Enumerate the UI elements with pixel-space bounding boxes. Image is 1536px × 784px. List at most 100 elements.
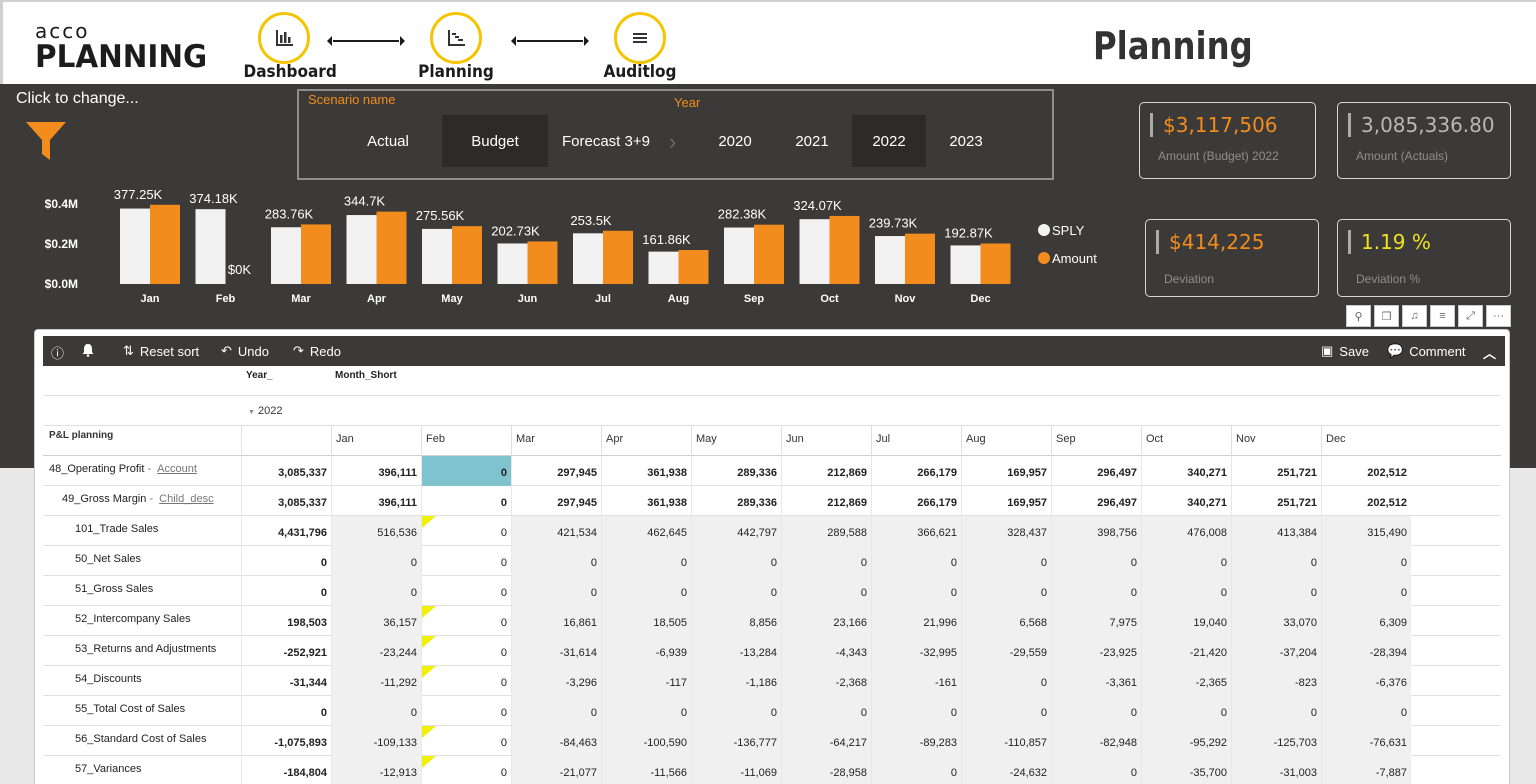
month-cell-oct[interactable]: -35,700 [1141, 756, 1231, 784]
month-header-oct[interactable]: Oct [1141, 426, 1231, 456]
month-header-jun[interactable]: Jun [781, 426, 871, 456]
month-cell-nov[interactable]: -125,703 [1231, 726, 1321, 756]
save-button[interactable]: ▣ Save [1321, 343, 1369, 359]
month-cell-apr[interactable]: -100,590 [601, 726, 691, 756]
month-cell-jun[interactable]: 0 [781, 546, 871, 576]
month-cell-aug[interactable]: 169,957 [961, 456, 1051, 486]
month-cell-jan[interactable]: -11,292 [331, 666, 421, 696]
undo-button[interactable]: ↶ Undo [221, 343, 269, 359]
month-header-jan[interactable]: Jan [331, 426, 421, 456]
month-cell-dec[interactable]: 315,490 [1321, 516, 1411, 546]
month-cell-dec[interactable]: -6,376 [1321, 666, 1411, 696]
expand-icon[interactable]: ⤢ [1458, 305, 1483, 327]
month-header-apr[interactable]: Apr [601, 426, 691, 456]
month-cell-jun[interactable]: 289,588 [781, 516, 871, 546]
month-cell-aug[interactable]: 328,437 [961, 516, 1051, 546]
click-to-change-label[interactable]: Click to change... [16, 90, 139, 107]
month-cell-apr[interactable]: 361,938 [601, 486, 691, 516]
month-cell-aug[interactable]: 0 [961, 696, 1051, 726]
month-cell-feb[interactable]: 0 [421, 696, 511, 726]
month-cell-mar[interactable]: 0 [511, 576, 601, 606]
month-cell-jan[interactable]: 36,157 [331, 606, 421, 636]
month-cell-nov[interactable]: 251,721 [1231, 456, 1321, 486]
month-cell-oct[interactable]: 0 [1141, 696, 1231, 726]
month-cell-oct[interactable]: 0 [1141, 576, 1231, 606]
month-cell-mar[interactable]: 0 [511, 546, 601, 576]
month-cell-mar[interactable]: 0 [511, 696, 601, 726]
month-cell-sep[interactable]: -82,948 [1051, 726, 1141, 756]
row-label-link[interactable]: Account [157, 463, 197, 475]
month-header-feb[interactable]: Feb [421, 426, 511, 456]
month-cell-sep[interactable]: -3,361 [1051, 666, 1141, 696]
month-cell-jun[interactable]: -2,368 [781, 666, 871, 696]
month-cell-jan[interactable]: 396,111 [331, 456, 421, 486]
scenario-forecast[interactable]: Forecast 3+9 [562, 132, 650, 150]
month-cell-feb[interactable]: 0 [421, 726, 511, 756]
month-cell-may[interactable]: 289,336 [691, 486, 781, 516]
year-expander[interactable]: ▼ 2022 [248, 405, 282, 417]
nav-dashboard-button[interactable]: Dashboard [239, 12, 337, 82]
month-cell-mar[interactable]: -3,296 [511, 666, 601, 696]
month-cell-dec[interactable]: 202,512 [1321, 486, 1411, 516]
month-header-aug[interactable]: Aug [961, 426, 1051, 456]
month-cell-sep[interactable]: 296,497 [1051, 486, 1141, 516]
month-cell-jul[interactable]: 21,996 [871, 606, 961, 636]
year-2023[interactable]: 2023 [949, 132, 983, 150]
month-cell-feb[interactable]: 0 [421, 456, 511, 486]
month-cell-jul[interactable]: 266,179 [871, 456, 961, 486]
year-2020[interactable]: 2020 [718, 132, 752, 150]
month-cell-jan[interactable]: 396,111 [331, 486, 421, 516]
month-cell-aug[interactable]: -24,632 [961, 756, 1051, 784]
month-cell-feb[interactable]: 0 [421, 576, 511, 606]
year-2022[interactable]: 2022 [852, 115, 926, 167]
month-header-mar[interactable]: Mar [511, 426, 601, 456]
month-cell-oct[interactable]: -95,292 [1141, 726, 1231, 756]
month-cell-dec[interactable]: 0 [1321, 576, 1411, 606]
scenario-actual[interactable]: Actual [367, 132, 409, 150]
month-cell-jul[interactable]: -161 [871, 666, 961, 696]
bell-icon[interactable]: ♫ [1402, 305, 1427, 327]
month-cell-mar[interactable]: -31,614 [511, 636, 601, 666]
month-cell-mar[interactable]: 16,861 [511, 606, 601, 636]
row-label-link[interactable]: Child_desc [159, 493, 214, 505]
notification-bell-icon[interactable] [81, 343, 95, 357]
nav-planning-button[interactable]: Planning [411, 12, 501, 82]
month-cell-jun[interactable]: 0 [781, 696, 871, 726]
pin-icon[interactable]: ⚲ [1346, 305, 1371, 327]
month-cell-may[interactable]: 0 [691, 696, 781, 726]
month-cell-sep[interactable]: 0 [1051, 756, 1141, 784]
month-cell-jan[interactable]: -109,133 [331, 726, 421, 756]
month-cell-dec[interactable]: -28,394 [1321, 636, 1411, 666]
month-cell-jul[interactable]: 0 [871, 576, 961, 606]
month-cell-jul[interactable]: 0 [871, 696, 961, 726]
month-cell-jan[interactable]: 0 [331, 696, 421, 726]
month-cell-may[interactable]: 289,336 [691, 456, 781, 486]
month-cell-feb[interactable]: 0 [421, 666, 511, 696]
month-cell-aug[interactable]: -29,559 [961, 636, 1051, 666]
month-cell-sep[interactable]: 0 [1051, 576, 1141, 606]
nav-auditlog-button[interactable]: Auditlog [595, 12, 685, 82]
month-cell-aug[interactable]: 169,957 [961, 486, 1051, 516]
month-cell-apr[interactable]: -6,939 [601, 636, 691, 666]
month-cell-feb[interactable]: 0 [421, 546, 511, 576]
month-cell-jun[interactable]: 212,869 [781, 456, 871, 486]
month-cell-dec[interactable]: 6,309 [1321, 606, 1411, 636]
reset-sort-button[interactable]: ⇅ Reset sort [123, 343, 199, 359]
month-cell-jun[interactable]: -28,958 [781, 756, 871, 784]
month-cell-feb[interactable]: 0 [421, 636, 511, 666]
month-cell-oct[interactable]: 0 [1141, 546, 1231, 576]
month-cell-jun[interactable]: 23,166 [781, 606, 871, 636]
month-cell-sep[interactable]: 296,497 [1051, 456, 1141, 486]
month-cell-jun[interactable]: -4,343 [781, 636, 871, 666]
month-cell-oct[interactable]: -21,420 [1141, 636, 1231, 666]
month-cell-may[interactable]: 442,797 [691, 516, 781, 546]
month-header-sep[interactable]: Sep [1051, 426, 1141, 456]
month-cell-mar[interactable]: 421,534 [511, 516, 601, 546]
month-cell-nov[interactable]: 0 [1231, 576, 1321, 606]
scenario-budget[interactable]: Budget [442, 115, 548, 167]
month-cell-oct[interactable]: 340,271 [1141, 486, 1231, 516]
month-cell-sep[interactable]: 0 [1051, 696, 1141, 726]
month-cell-feb[interactable]: 0 [421, 486, 511, 516]
month-cell-jul[interactable]: 266,179 [871, 486, 961, 516]
month-cell-feb[interactable]: 0 [421, 516, 511, 546]
